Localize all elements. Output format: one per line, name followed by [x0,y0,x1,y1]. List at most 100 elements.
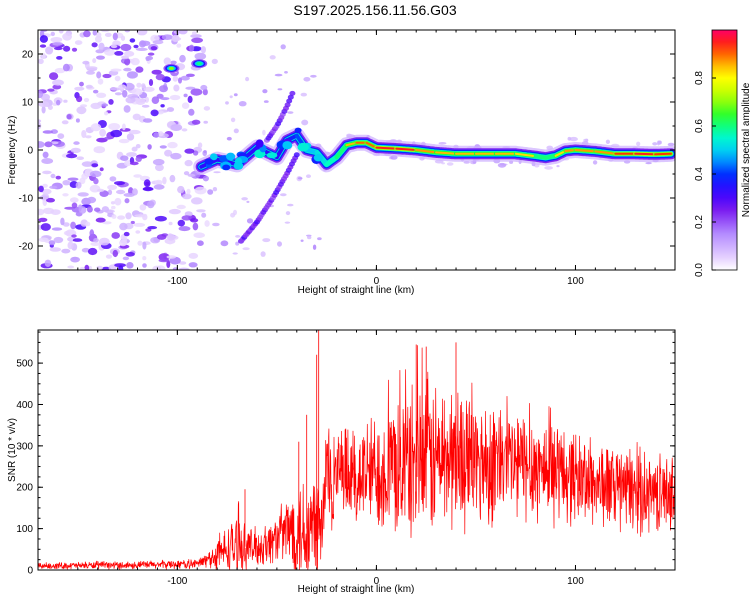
noise-speckle [119,222,128,231]
noise-speckle [86,66,98,70]
branch-speckle [289,90,296,96]
noise-speckle [142,263,147,268]
noise-speckle [109,176,117,182]
noise-speckle [136,30,148,36]
spectrogram-y-axis-label: Frequency (Hz) [7,116,18,185]
noise-speckle [85,84,93,89]
noise-speckle [260,251,266,257]
noise-speckle [123,50,135,57]
noise-speckle [109,87,121,91]
noise-speckle [38,185,44,193]
noise-speckle [158,258,170,263]
noise-speckle [166,260,171,268]
noise-speckle [38,119,42,123]
noise-speckle [201,212,207,218]
noise-speckle [133,174,142,178]
noise-speckle [110,68,122,72]
noise-speckle [128,129,141,135]
noise-speckle [73,141,80,145]
noise-speckle [129,161,139,166]
noise-speckle [42,183,48,188]
noise-speckle [185,86,196,90]
noise-speckle [269,55,276,60]
snr-y-axis-label: SNR (10 * v/v) [7,418,18,482]
noise-speckle [160,97,170,101]
noise-speckle [56,56,63,60]
noise-speckle [152,40,164,45]
noise-speckle [79,177,86,185]
ridge-blob [222,164,231,171]
noise-speckle [44,259,52,267]
noise-speckle [110,201,116,205]
noise-speckle [44,141,53,148]
noise-speckle [182,193,192,200]
noise-speckle [178,226,191,232]
noise-speckle [110,129,123,138]
noise-speckle [441,162,445,165]
noise-speckle [81,130,87,138]
noise-speckle [38,101,50,108]
noise-speckle [147,52,155,56]
noise-speckle [246,200,250,203]
noise-speckle [125,212,132,220]
spectrogram-content [38,30,675,270]
noise-speckle [98,42,105,51]
noise-speckle [69,197,79,203]
noise-speckle [180,75,190,81]
noise-speckle [235,235,241,238]
noise-speckle [62,63,70,72]
noise-speckle [123,105,131,113]
noise-speckle [85,221,91,227]
noise-speckle [232,252,238,255]
noise-speckle [86,70,95,75]
noise-speckle [233,93,238,97]
noise-speckle [122,90,128,98]
noise-speckle [132,113,141,121]
noise-speckle [114,92,123,96]
noise-speckle [50,173,56,179]
noise-speckle [49,72,59,80]
noise-speckle [89,170,102,178]
noise-speckle [79,81,84,87]
ridge-blob [255,139,264,148]
noise-speckle [111,214,117,219]
noise-speckle [297,177,303,180]
noise-speckle [173,84,180,92]
noise-speckle [569,136,578,142]
noise-speckle [60,217,65,226]
spectrogram-plot-area [38,30,675,270]
colorbar: 0.0 0.2 0.4 0.6 0.8 Normalized spectral ampl… [694,29,750,277]
noise-speckle [123,231,130,237]
noise-speckle [99,167,104,172]
noise-speckle [41,158,54,164]
noise-speckle [190,34,202,39]
colorbar-tick-label: 0.2 [694,215,705,229]
noise-speckle [70,256,80,263]
noise-speckle [52,41,63,46]
noise-speckle [656,140,661,146]
noise-speckle [76,156,84,160]
noise-speckle [194,52,207,60]
branch-speckle [284,102,291,108]
noise-speckle [438,142,447,145]
noise-speckle [93,177,99,185]
ridge-peak [634,152,657,156]
noise-speckle [104,136,112,140]
noise-speckle [183,171,190,176]
noise-speckle [41,105,46,114]
noise-speckle [96,55,105,60]
noise-speckle [140,40,151,46]
noise-speckle [317,237,322,241]
noise-speckle [200,46,206,54]
noise-speckle [83,97,90,103]
noise-speckle [202,88,208,96]
noise-speckle [114,51,124,56]
noise-speckle [95,217,106,223]
noise-speckle [177,219,185,227]
noise-speckle [62,193,69,197]
noise-speckle [213,171,221,174]
noise-speckle [147,200,155,209]
y-tick-label: 300 [16,441,33,452]
noise-speckle [230,117,236,123]
noise-speckle [262,129,266,136]
